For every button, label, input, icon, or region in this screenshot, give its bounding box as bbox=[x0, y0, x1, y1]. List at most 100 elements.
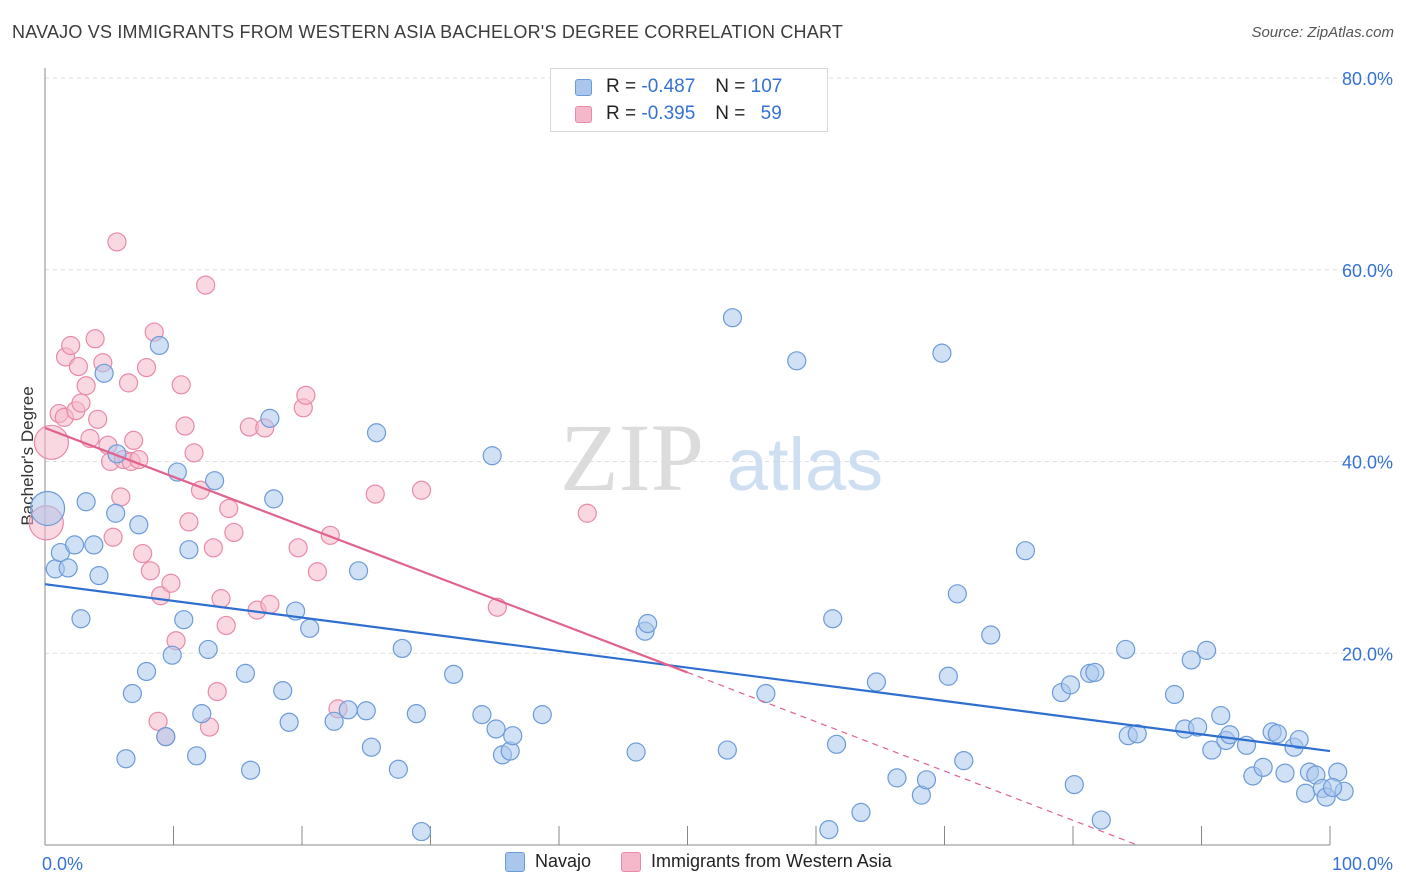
navajo-point bbox=[116, 749, 136, 769]
navajo-point bbox=[819, 820, 839, 840]
navajo-point bbox=[638, 613, 658, 634]
legend-item-navajo: Navajo bbox=[505, 851, 591, 872]
immigrants-point bbox=[136, 357, 157, 378]
legend-r-value: -0.395 bbox=[641, 103, 696, 124]
immigrants-point bbox=[140, 561, 160, 581]
navajo-point bbox=[260, 408, 280, 428]
navajo-point bbox=[89, 565, 109, 586]
navajo-point bbox=[1322, 777, 1343, 798]
y-tick-label: 20.0% bbox=[1342, 644, 1393, 664]
navajo-point bbox=[981, 625, 1001, 645]
immigrants-point bbox=[577, 503, 597, 523]
navajo-point bbox=[76, 492, 96, 512]
immigrants-point bbox=[88, 409, 108, 429]
navajo-point bbox=[392, 638, 412, 659]
navajo-point bbox=[887, 768, 907, 788]
immigrants-point bbox=[224, 522, 244, 543]
immigrants-point bbox=[68, 356, 89, 377]
immigrants-point bbox=[124, 430, 144, 451]
navajo-point bbox=[388, 759, 408, 779]
legend-r-value: -0.487 bbox=[641, 76, 696, 97]
source-label: Source: ZipAtlas.com bbox=[1251, 24, 1394, 41]
navajo-swatch bbox=[575, 78, 592, 96]
navajo-trend-line bbox=[44, 583, 1331, 753]
navajo-point bbox=[235, 663, 256, 683]
navajo-point bbox=[198, 639, 218, 660]
immigrants-point bbox=[219, 498, 239, 519]
navajo-point bbox=[300, 618, 320, 638]
navajo-point bbox=[1253, 757, 1273, 777]
y-tick-label: 40.0% bbox=[1342, 453, 1393, 473]
immigrants-point bbox=[61, 335, 81, 356]
navajo-point bbox=[136, 661, 157, 682]
navajo-point bbox=[149, 335, 169, 356]
immigrants-trend-extension bbox=[687, 671, 1138, 846]
series-legend: Navajo Immigrants from Western Asia bbox=[505, 851, 922, 872]
immigrants-swatch bbox=[575, 105, 592, 123]
navajo-point bbox=[1188, 717, 1208, 737]
navajo-point bbox=[411, 821, 432, 842]
watermark-atlas: atlas bbox=[727, 423, 883, 506]
navajo-point bbox=[866, 672, 886, 692]
navajo-point bbox=[241, 760, 261, 780]
navajo-point bbox=[1015, 541, 1036, 561]
navajo-point bbox=[626, 742, 646, 762]
navajo-point bbox=[1064, 774, 1084, 795]
immigrants-point bbox=[296, 385, 316, 405]
immigrants-point bbox=[161, 573, 181, 593]
immigrants-point bbox=[133, 543, 153, 564]
chart-title: NAVAJO VS IMMIGRANTS FROM WESTERN ASIA B… bbox=[12, 22, 844, 42]
navajo-point bbox=[122, 683, 142, 704]
immigrants-trend-line bbox=[44, 426, 688, 674]
x-tick-label: 0.0% bbox=[42, 854, 83, 874]
navajo-point bbox=[366, 423, 387, 443]
immigrants-point bbox=[196, 275, 216, 295]
navajo-point bbox=[482, 446, 502, 466]
immigrants-point bbox=[203, 538, 223, 558]
navajo-point bbox=[1060, 675, 1081, 695]
legend-n-value: 107 bbox=[750, 76, 783, 97]
legend-r-label: R = bbox=[606, 103, 637, 124]
navajo-point bbox=[717, 740, 737, 760]
legend-n-label: N = bbox=[715, 76, 746, 97]
navajo-point bbox=[324, 711, 344, 731]
navajo-point bbox=[179, 540, 199, 560]
navajo-point bbox=[1116, 639, 1136, 660]
navajo-points bbox=[29, 308, 1354, 842]
navajo-point bbox=[954, 751, 974, 771]
navajo-point bbox=[722, 308, 743, 328]
immigrants-point bbox=[171, 375, 191, 395]
navajo-point bbox=[64, 535, 85, 555]
navajo-point bbox=[1181, 650, 1201, 670]
legend-item-immigrants: Immigrants from Western Asia bbox=[621, 851, 892, 872]
navajo-point bbox=[205, 471, 225, 491]
navajo-point bbox=[273, 681, 293, 701]
navajo-point bbox=[932, 343, 952, 363]
legend-row-navajo: R = -0.487 N = 107 bbox=[575, 75, 782, 99]
navajo-point bbox=[1275, 763, 1295, 783]
navajo-point bbox=[503, 726, 523, 746]
watermark: ZIP atlas bbox=[560, 404, 883, 511]
immigrants-point bbox=[179, 512, 199, 532]
navajo-point bbox=[174, 610, 194, 630]
navajo-point bbox=[756, 683, 776, 704]
navajo-point bbox=[106, 503, 126, 523]
navajo-point bbox=[823, 609, 843, 629]
navajo-point bbox=[71, 609, 91, 629]
immigrants-point bbox=[107, 232, 127, 252]
immigrants-point bbox=[148, 711, 168, 731]
legend-n-value: 59 bbox=[760, 103, 782, 124]
navajo-point bbox=[406, 704, 426, 724]
y-tick-label: 80.0% bbox=[1342, 69, 1393, 89]
legend-row-immigrants: R = -0.395 N = 59 bbox=[575, 102, 782, 126]
immigrants-point bbox=[365, 484, 385, 504]
immigrants-point bbox=[207, 681, 227, 702]
navajo-point bbox=[279, 712, 299, 732]
navajo-point bbox=[1295, 783, 1316, 803]
navajo-point bbox=[532, 705, 552, 725]
tick-labels: 20.0% 40.0% 60.0% 80.0% 0.0% 100.0% bbox=[42, 69, 1393, 874]
navajo-point bbox=[486, 719, 506, 739]
navajo-point bbox=[938, 666, 958, 686]
navajo-point bbox=[444, 664, 464, 684]
